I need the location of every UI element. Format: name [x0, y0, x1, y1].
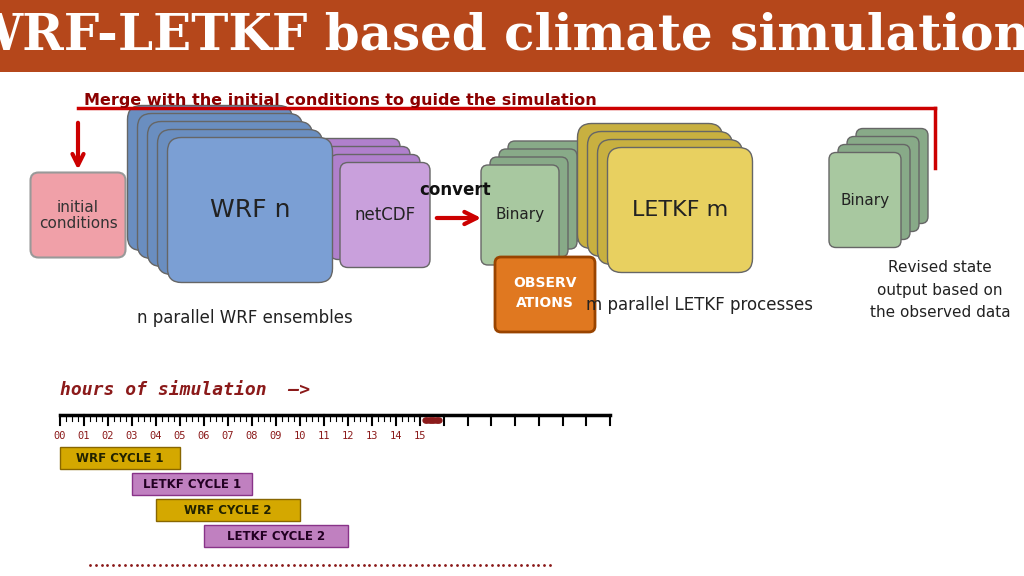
Text: OBSERV: OBSERV [513, 276, 577, 290]
FancyBboxPatch shape [588, 131, 732, 256]
Text: 01: 01 [78, 431, 90, 441]
Text: 10: 10 [294, 431, 306, 441]
Text: n parallel WRF ensembles: n parallel WRF ensembles [137, 309, 353, 327]
FancyBboxPatch shape [499, 149, 577, 249]
Text: 03: 03 [126, 431, 138, 441]
Text: WRF n: WRF n [210, 198, 290, 222]
FancyBboxPatch shape [137, 113, 302, 259]
Text: 14: 14 [390, 431, 402, 441]
Text: convert: convert [419, 181, 490, 199]
Text: 08: 08 [246, 431, 258, 441]
Text: LETKF CYCLE 2: LETKF CYCLE 2 [227, 529, 325, 543]
FancyBboxPatch shape [847, 137, 919, 232]
FancyBboxPatch shape [481, 165, 559, 265]
FancyBboxPatch shape [168, 138, 333, 282]
Text: Merge with the initial conditions to guide the simulation: Merge with the initial conditions to gui… [84, 93, 596, 108]
Text: 15: 15 [414, 431, 426, 441]
Bar [132, 473, 252, 495]
Text: 09: 09 [269, 431, 283, 441]
Text: Binary: Binary [841, 192, 890, 207]
FancyBboxPatch shape [607, 147, 753, 272]
Text: conditions: conditions [39, 215, 118, 230]
FancyBboxPatch shape [319, 146, 410, 252]
FancyBboxPatch shape [829, 153, 901, 248]
FancyBboxPatch shape [508, 141, 586, 241]
FancyBboxPatch shape [310, 138, 400, 244]
Bar [60, 447, 180, 469]
Bar [156, 499, 300, 521]
FancyBboxPatch shape [597, 139, 742, 264]
Text: 13: 13 [366, 431, 378, 441]
Text: ATIONS: ATIONS [516, 296, 573, 310]
Bar [0, 0, 1024, 72]
FancyBboxPatch shape [340, 162, 430, 267]
FancyBboxPatch shape [158, 130, 323, 275]
Text: Binary: Binary [496, 207, 545, 222]
FancyBboxPatch shape [490, 157, 568, 257]
Text: 06: 06 [198, 431, 210, 441]
Text: Revised state
output based on
the observed data: Revised state output based on the observ… [869, 260, 1011, 320]
Text: 00: 00 [53, 431, 67, 441]
Text: 05: 05 [174, 431, 186, 441]
FancyBboxPatch shape [128, 105, 293, 251]
Text: 11: 11 [317, 431, 331, 441]
FancyBboxPatch shape [330, 154, 420, 260]
FancyBboxPatch shape [31, 172, 126, 257]
FancyBboxPatch shape [495, 257, 595, 332]
FancyBboxPatch shape [856, 128, 928, 223]
Text: 02: 02 [101, 431, 115, 441]
Text: 07: 07 [222, 431, 234, 441]
Text: WRF CYCLE 2: WRF CYCLE 2 [184, 503, 271, 517]
FancyBboxPatch shape [147, 122, 312, 267]
Text: 04: 04 [150, 431, 162, 441]
Bar [204, 525, 348, 547]
FancyBboxPatch shape [838, 145, 910, 240]
FancyBboxPatch shape [578, 123, 723, 248]
Text: LETKF m: LETKF m [632, 200, 728, 220]
Text: netCDF: netCDF [354, 206, 416, 224]
Text: 12: 12 [342, 431, 354, 441]
Text: WRF CYCLE 1: WRF CYCLE 1 [76, 452, 164, 464]
Text: initial: initial [57, 199, 99, 214]
Text: LETKF CYCLE 1: LETKF CYCLE 1 [143, 478, 241, 491]
Text: m parallel LETKF processes: m parallel LETKF processes [587, 296, 813, 314]
Text: WRF-LETKF based climate simulations: WRF-LETKF based climate simulations [0, 12, 1024, 60]
Text: hours of simulation  —>: hours of simulation —> [60, 381, 310, 399]
